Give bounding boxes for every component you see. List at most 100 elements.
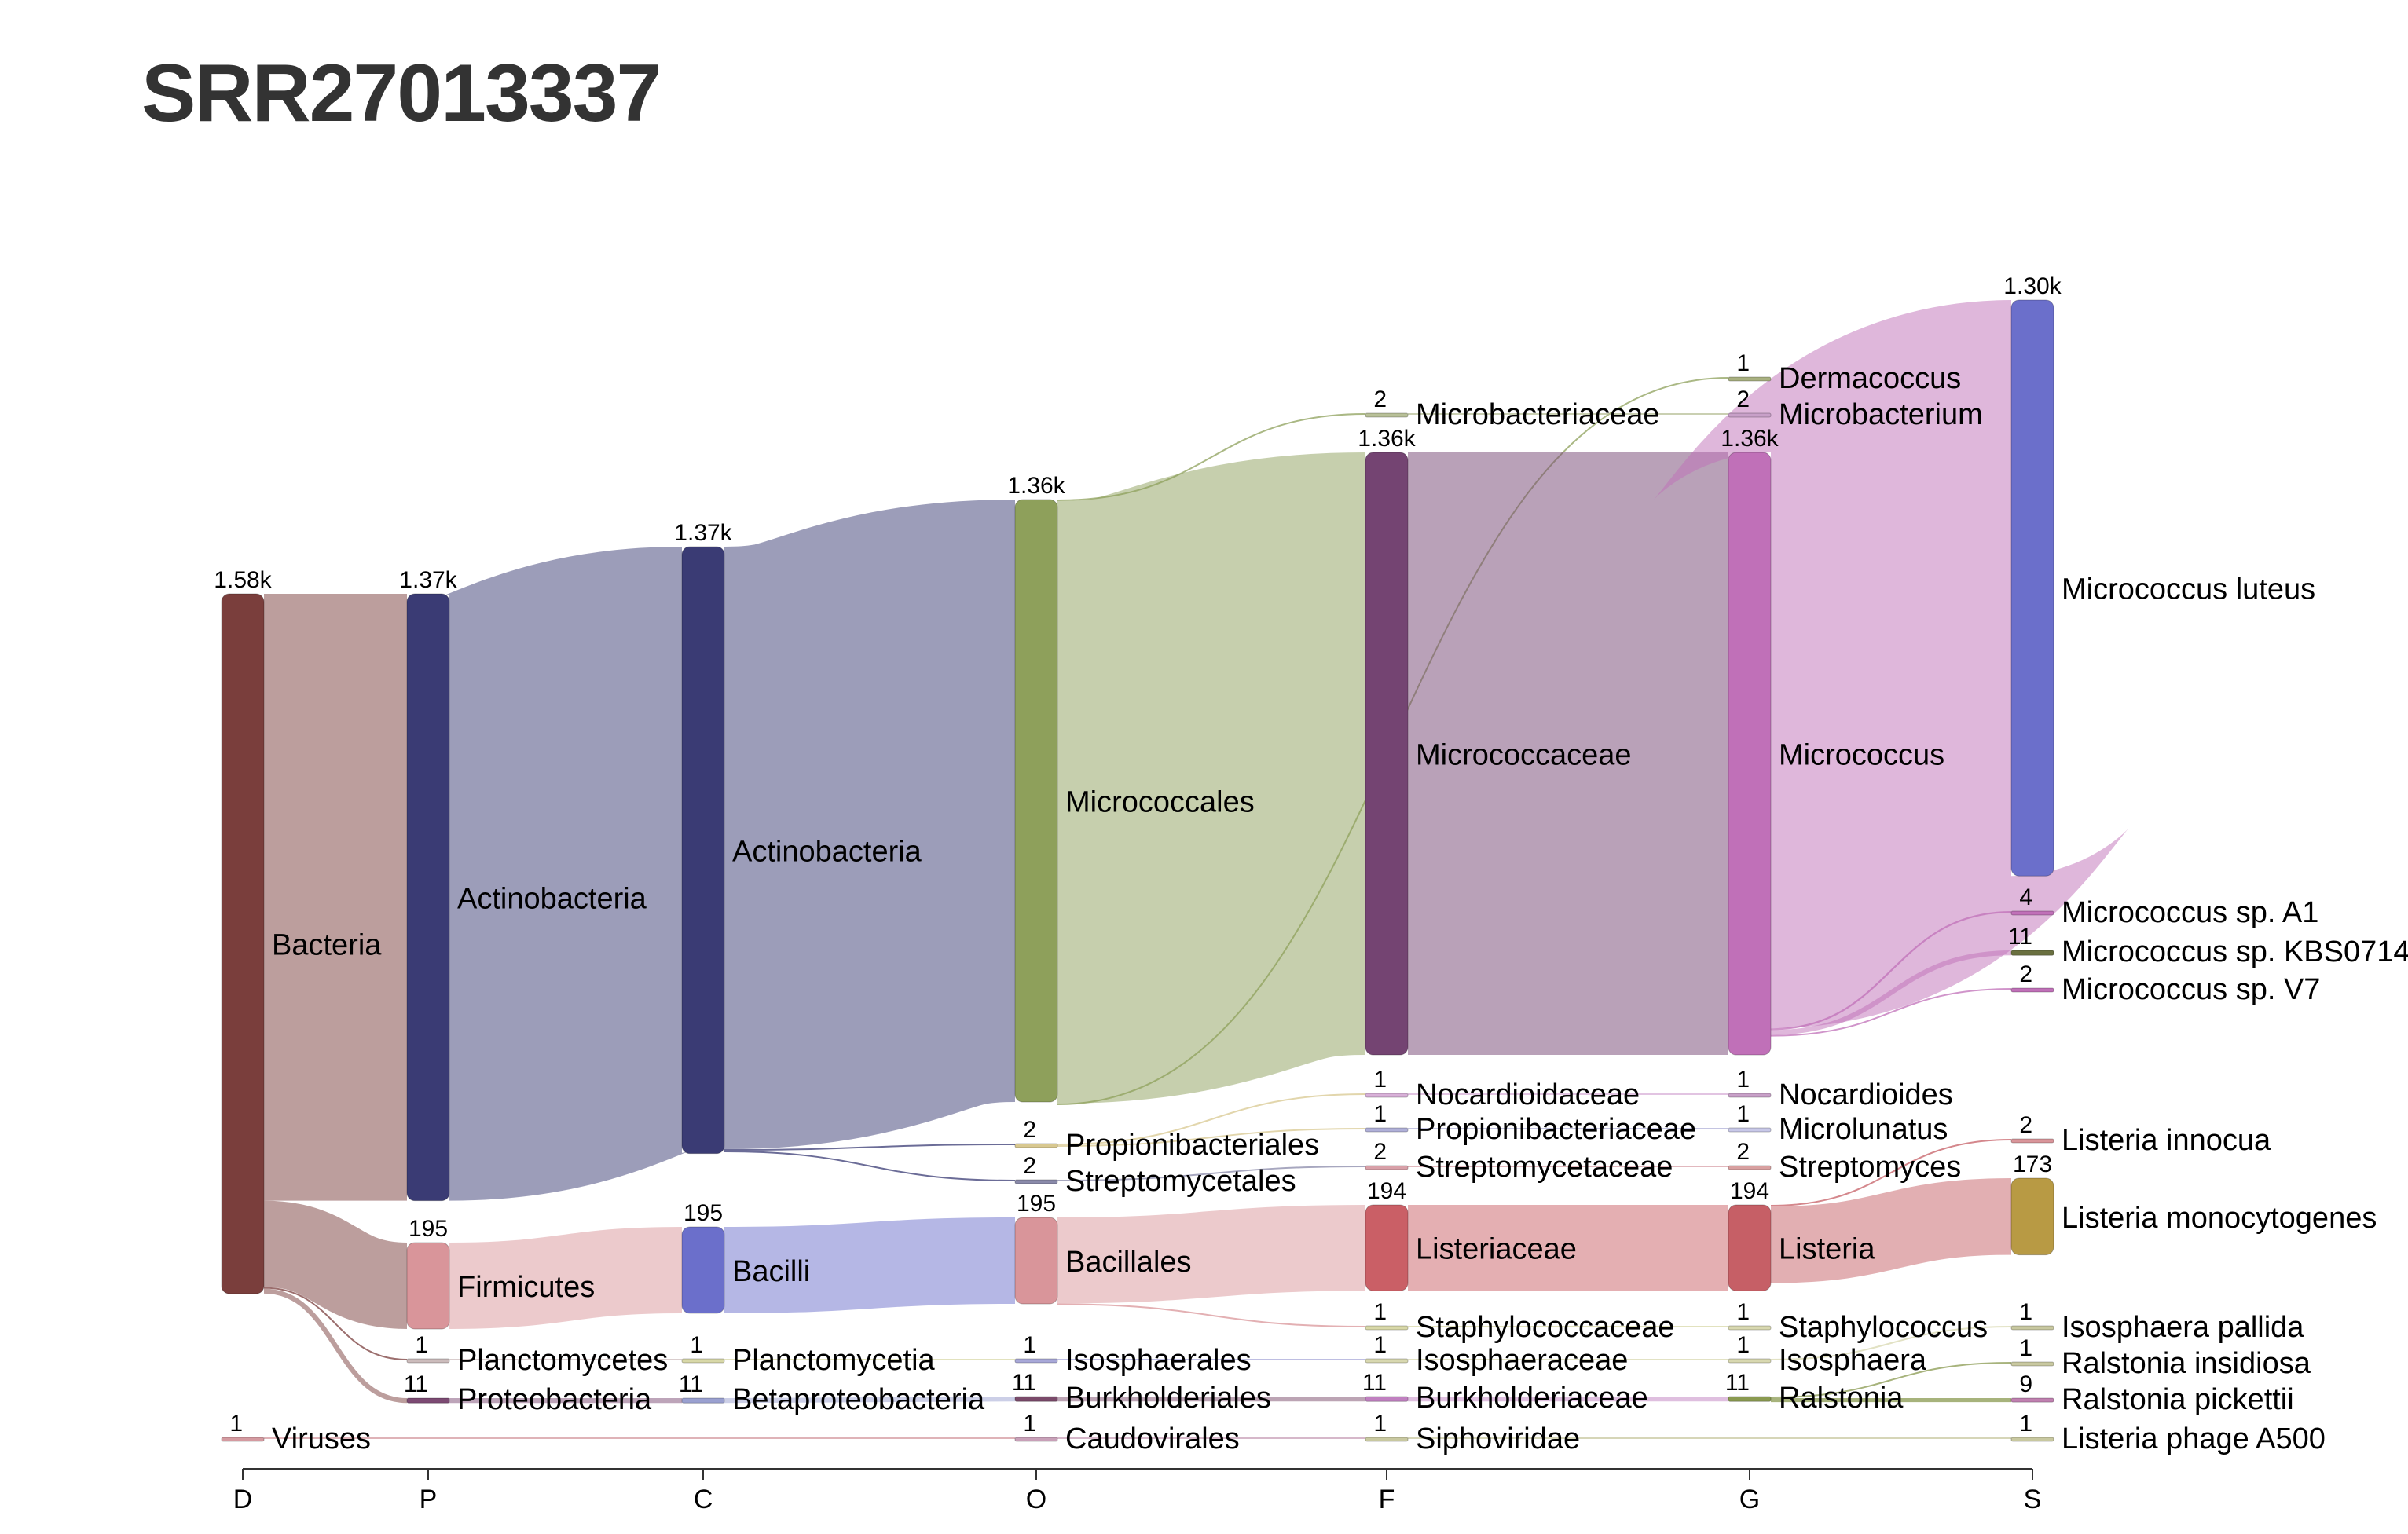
node-micrococcaceae[interactable]: 1.36k Micrococcaceae xyxy=(1358,426,1632,1056)
node-bar[interactable] xyxy=(1365,1127,1409,1133)
node-bar[interactable] xyxy=(1728,1358,1772,1364)
node-ralstonia-pickettii[interactable]: 9 Ralstonia pickettii xyxy=(2010,1371,2294,1416)
node-bar[interactable] xyxy=(1728,1165,1772,1170)
node-micrococcus-luteus[interactable]: 1.30k Micrococcus luteus xyxy=(2003,273,2315,877)
node-bar[interactable] xyxy=(406,1242,450,1330)
node-isosphaeraceae[interactable]: 1 Isosphaeraceae xyxy=(1365,1332,1628,1377)
node-bar[interactable] xyxy=(1014,1437,1058,1442)
link-listeria-to-listeria-innocua[interactable] xyxy=(1770,1139,2012,1206)
node-listeria-monocytogenes[interactable]: 173 Listeria monocytogenes xyxy=(2010,1151,2377,1256)
node-bar[interactable] xyxy=(1014,1396,1058,1402)
node-bar[interactable] xyxy=(2010,910,2054,916)
node-bar[interactable] xyxy=(1365,1325,1409,1331)
node-streptomyces[interactable]: 2 Streptomyces xyxy=(1728,1139,1961,1184)
node-staphylococcus[interactable]: 1 Staphylococcus xyxy=(1728,1299,1988,1344)
node-bar[interactable] xyxy=(1014,499,1058,1103)
node-micrococcus-sp-kbs0714[interactable]: 11 Micrococcus sp. KBS0714 xyxy=(2008,924,2408,968)
node-bar[interactable] xyxy=(221,593,265,1294)
node-listeriaceae[interactable]: 194 Listeriaceae xyxy=(1365,1178,1577,1291)
node-viruses[interactable]: 1 Viruses xyxy=(221,1411,371,1455)
node-microlunatus[interactable]: 1 Microlunatus xyxy=(1728,1101,1948,1146)
node-propionibacteriaceae[interactable]: 1 Propionibacteriaceae xyxy=(1365,1101,1696,1146)
node-bar[interactable] xyxy=(2010,1437,2054,1442)
node-bar[interactable] xyxy=(1365,412,1409,418)
link-firmicutes-to-bacilli[interactable] xyxy=(449,1227,683,1329)
node-bar[interactable] xyxy=(681,1358,725,1364)
node-nocardioides[interactable]: 1 Nocardioides xyxy=(1728,1067,1953,1111)
node-bar[interactable] xyxy=(2010,950,2054,956)
node-bar[interactable] xyxy=(2010,299,2054,877)
link-bacillales-to-staphylococcaceae[interactable] xyxy=(1057,1303,1366,1327)
node-bar[interactable] xyxy=(1728,412,1772,418)
node-bar[interactable] xyxy=(1365,1358,1409,1364)
node-bar[interactable] xyxy=(1365,1093,1409,1098)
node-planctomycetes[interactable]: 1 Planctomycetes xyxy=(406,1332,668,1377)
node-propionibacteriales[interactable]: 2 Propionibacteriales xyxy=(1014,1117,1319,1162)
node-bar[interactable] xyxy=(2010,1177,2054,1256)
link-micrococcus-to-micrococcus-sp-kbs0714[interactable] xyxy=(1770,950,2012,1035)
node-firmicutes[interactable]: 195 Firmicutes xyxy=(406,1216,595,1330)
link-bacilli-to-bacillales[interactable] xyxy=(724,1217,1016,1313)
link-ralstonia-to-ralstonia-insidiosa[interactable] xyxy=(1770,1362,2012,1398)
node-isosphaerales[interactable]: 1 Isosphaerales xyxy=(1014,1332,1252,1377)
link-micrococcus-to-micrococcus-sp-v7[interactable] xyxy=(1770,988,2012,1037)
node-micrococcales[interactable]: 1.36k Micrococcales xyxy=(1007,473,1255,1103)
link-micrococcus-to-micrococcus-sp-a1[interactable] xyxy=(1770,911,2012,1031)
node-actinobacteria-p[interactable]: 1.37k Actinobacteria xyxy=(399,567,647,1202)
node-staphylococcaceae[interactable]: 1 Staphylococcaceae xyxy=(1365,1299,1675,1344)
node-bar[interactable] xyxy=(2010,1361,2054,1367)
node-bar[interactable] xyxy=(1728,1325,1772,1331)
node-isosphaera[interactable]: 1 Isosphaera xyxy=(1728,1332,1927,1377)
node-streptomycetales[interactable]: 2 Streptomycetales xyxy=(1014,1153,1296,1198)
node-proteobacteria[interactable]: 11 Proteobacteria xyxy=(404,1371,652,1416)
link-betaproteobacteria-to-burkholderiales[interactable] xyxy=(724,1396,1016,1404)
node-bar[interactable] xyxy=(406,1358,450,1364)
node-bar[interactable] xyxy=(1728,1396,1772,1402)
link-actinobacteria-p-to-actinobacteria-c[interactable] xyxy=(436,547,695,1201)
node-micrococcus-sp-v7[interactable]: 2 Micrococcus sp. V7 xyxy=(2010,961,2320,1006)
node-bar[interactable] xyxy=(681,1226,725,1314)
node-micrococcus[interactable]: 1.36k Micrococcus xyxy=(1721,426,1944,1056)
node-listeria-phage-a500[interactable]: 1 Listeria phage A500 xyxy=(2010,1411,2326,1455)
link-isosphaera-to-isosphaera-pallida[interactable] xyxy=(1770,1326,2012,1360)
node-bar[interactable] xyxy=(681,1397,725,1404)
node-microbacterium[interactable]: 2 Microbacterium xyxy=(1728,386,1983,431)
link-propionibacteriales-to-propionibacteriaceae[interactable] xyxy=(1057,1128,1366,1147)
node-bar[interactable] xyxy=(1365,1396,1409,1402)
node-bar[interactable] xyxy=(2010,1138,2054,1144)
node-planctomycetia[interactable]: 1 Planctomycetia xyxy=(681,1332,936,1377)
node-bar[interactable] xyxy=(1728,1093,1772,1098)
node-siphoviridae[interactable]: 1 Siphoviridae xyxy=(1365,1411,1580,1455)
node-streptomycetaceae[interactable]: 2 Streptomycetaceae xyxy=(1365,1139,1673,1184)
node-dermacoccus[interactable]: 1 Dermacoccus xyxy=(1728,350,1961,395)
link-bacteria-to-proteobacteria[interactable] xyxy=(263,1288,408,1404)
node-bacteria[interactable]: 1.58k Bacteria xyxy=(214,567,382,1294)
node-ralstonia[interactable]: 11 Ralstonia xyxy=(1725,1370,1904,1415)
node-bar[interactable] xyxy=(1014,1358,1058,1364)
node-burkholderiales[interactable]: 11 Burkholderiales xyxy=(1012,1370,1271,1415)
node-burkholderiaceae[interactable]: 11 Burkholderiaceae xyxy=(1362,1370,1648,1415)
link-micrococcus-to-micrococcus-luteus[interactable] xyxy=(1649,300,2133,1029)
node-bar[interactable] xyxy=(1014,1217,1058,1305)
node-caudovirales[interactable]: 1 Caudovirales xyxy=(1014,1411,1240,1455)
link-bacillales-to-listeriaceae[interactable] xyxy=(1057,1205,1366,1304)
node-bar[interactable] xyxy=(1728,452,1772,1056)
node-bar[interactable] xyxy=(1365,1165,1409,1170)
node-bar[interactable] xyxy=(1365,452,1409,1056)
link-bacteria-to-planctomycetes[interactable] xyxy=(263,1287,408,1360)
node-bar[interactable] xyxy=(221,1437,265,1442)
link-actinobacteria-c-to-streptomycetales[interactable] xyxy=(724,1151,1016,1181)
node-bar[interactable] xyxy=(1728,1127,1772,1133)
node-ralstonia-insidiosa[interactable]: 1 Ralstonia insidiosa xyxy=(2010,1335,2311,1380)
link-listeria-to-listeria-monocytogenes[interactable] xyxy=(1770,1178,2012,1283)
node-nocardioidaceae[interactable]: 1 Nocardioidaceae xyxy=(1365,1067,1640,1111)
node-betaproteobacteria[interactable]: 11 Betaproteobacteria xyxy=(679,1371,985,1416)
node-micrococcus-sp-a1[interactable]: 4 Micrococcus sp. A1 xyxy=(2010,884,2318,929)
node-bar[interactable] xyxy=(2010,987,2054,993)
node-listeria[interactable]: 194 Listeria xyxy=(1728,1178,1875,1291)
node-microbacteriaceae[interactable]: 2 Microbacteriaceae xyxy=(1365,386,1659,431)
node-listeria-innocua[interactable]: 2 Listeria innocua xyxy=(2010,1112,2271,1157)
node-bar[interactable] xyxy=(1014,1143,1058,1148)
node-bar[interactable] xyxy=(681,546,725,1155)
node-bar[interactable] xyxy=(1365,1204,1409,1291)
